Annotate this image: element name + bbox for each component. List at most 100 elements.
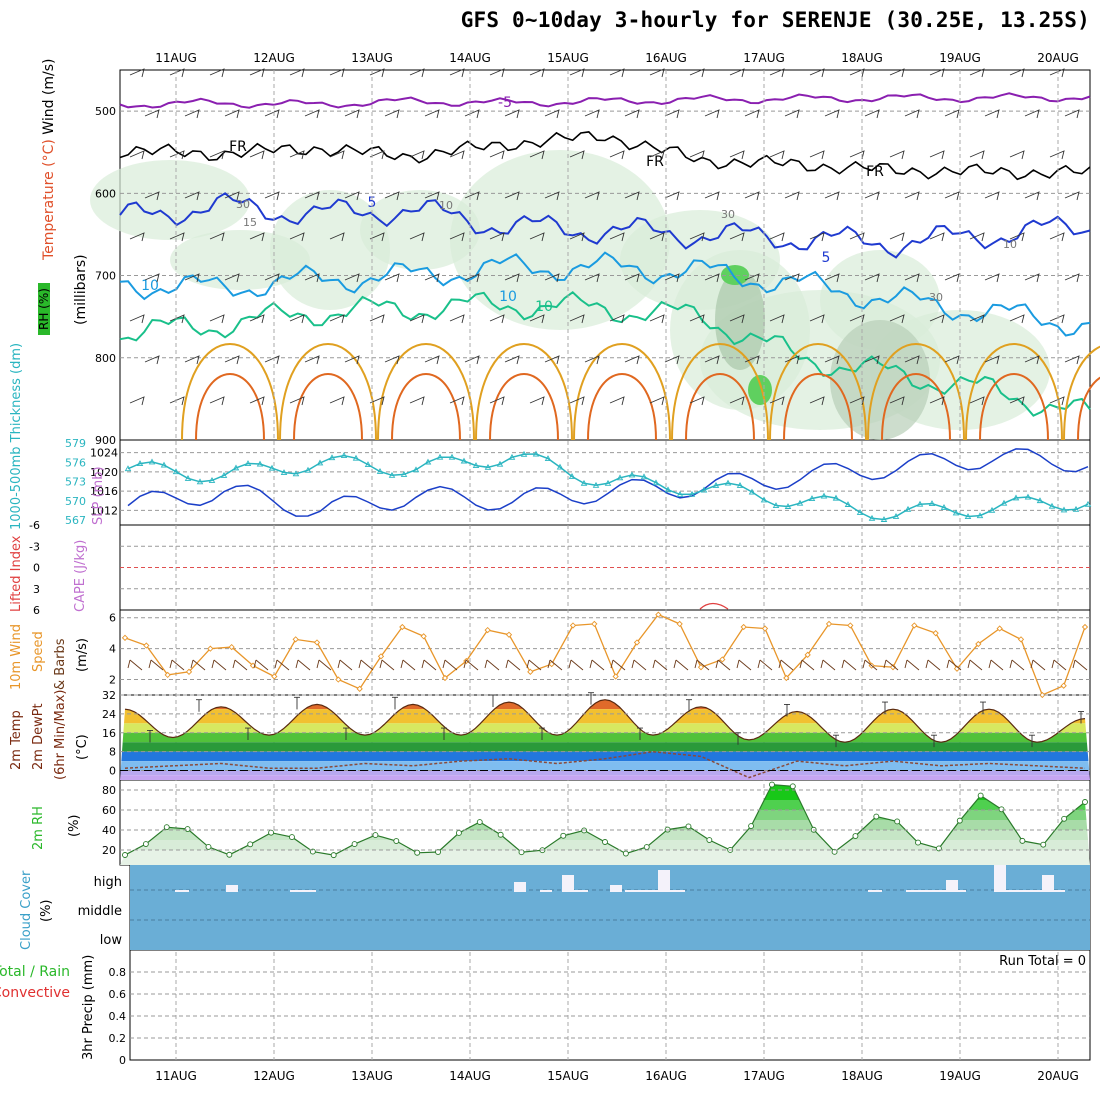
wind-barb [689,396,705,406]
wind-barb [463,659,479,671]
temp-band [120,751,1090,762]
slp-tick: 1020 [90,466,118,479]
wind-barb [784,355,800,365]
rh2m-marker [142,841,149,847]
top-date-label: 20AUG [1037,51,1079,65]
temperature-contour-warm [1063,345,1100,441]
thickness-marker [124,465,132,472]
thickness-marker [916,500,924,507]
thickness-marker [520,450,528,457]
wind-barb [529,68,545,78]
wind-barb [316,659,332,671]
wind-barb [569,150,585,160]
wind-speed-marker [911,622,918,629]
wind-barb [329,232,345,242]
thickness-marker [340,452,348,459]
wind-tick: 2 [109,674,116,687]
thickness-marker [508,453,516,460]
wind-barb [232,659,248,671]
rh2m-marker [1061,815,1068,822]
rh2m-marker [414,849,421,856]
wind-barb [568,659,584,671]
wind-barb [889,314,905,324]
wind-speed-marker [591,620,598,628]
wind-barb [929,150,945,160]
cloud-gap [540,890,552,892]
wind-speed-marker [527,668,534,675]
li-tick: 3 [33,583,40,596]
wind-barb [129,396,145,406]
top-date-label: 12AUG [253,51,295,65]
wind-barb [784,273,800,283]
wind-barb [584,109,600,119]
wind-speed-marker [676,620,683,628]
wind-barb [849,232,865,242]
thickness-marker [844,501,852,507]
ytick-label: 500 [95,105,116,118]
precip-tick: 0.2 [109,1032,127,1045]
wind-barb [304,273,320,283]
bottom-date-label: 12AUG [253,1069,295,1083]
wind-barb [489,232,505,242]
thickness-marker [1000,499,1008,506]
slp-tick: 1012 [90,504,118,517]
wind-speed-marker [1060,682,1067,689]
wind-barb [169,68,185,78]
bottom-date-label: 11AUG [155,1069,197,1083]
thickness-marker [760,496,768,503]
cloud-level-label: high [94,875,122,890]
contour-label: FR [646,154,664,170]
wind-barb [289,232,305,242]
top-date-label: 17AUG [743,51,785,65]
wind-barb [329,150,345,160]
wind-barb [904,191,920,201]
wind-barb [449,150,465,160]
wind-barb [769,150,785,160]
thickness-ylabel: 1000-500mb Thickness (dm) [9,343,24,530]
wind-barb [129,232,145,242]
wind-barb [344,355,360,365]
temperature-contour-warm [685,373,755,441]
wind-barb [304,355,320,365]
wind-barb [862,659,878,671]
wind-barb [1024,191,1040,201]
wind-barb [769,314,785,324]
temperature-contour-warm [965,343,1063,441]
wind-barb [889,150,905,160]
thickness-marker [832,494,840,501]
wind-barb [1064,191,1080,201]
cloud-gap [514,882,526,892]
wind-barb [584,191,600,201]
wind-barb [864,191,880,201]
wind-barb [421,659,437,671]
top-date-label: 13AUG [351,51,393,65]
wind-barb [889,396,905,406]
wind-barb [715,659,731,671]
thickness-marker [436,453,444,460]
temp-band [120,699,1090,710]
contour-label: 10 [1003,238,1017,251]
minmax-bar [196,699,202,712]
ytick-label: 800 [95,352,116,365]
temp-band [120,770,1090,776]
wind-barb [424,355,440,365]
minmax-bar [245,727,251,741]
wind-speed-marker [783,674,790,682]
temperature-contour-warm [573,343,671,441]
cloud-gap [610,885,622,892]
wind-barb [904,659,920,671]
temperature-contour-warm [475,343,573,441]
cloud-gap [574,890,588,892]
wind-barb [449,396,465,406]
wind-barb [249,150,265,160]
wind-barb [769,232,785,242]
wind-barb [984,355,1000,365]
bottom-date-label: 15AUG [547,1069,589,1083]
rh2m-marker [1019,837,1026,844]
run-total-label: Run Total = 0 [999,954,1086,969]
temp-tick: 24 [102,708,116,721]
rh2m-marker [122,852,128,858]
temp-ylabel-1: 2m Temp [9,710,24,770]
temperature-contour-warm [279,343,377,441]
slp-tick: 1016 [90,485,118,498]
